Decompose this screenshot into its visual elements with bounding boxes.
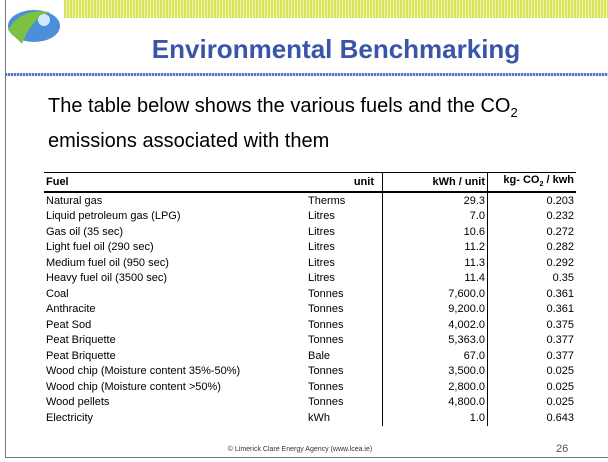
table-cell: 4,002.0	[382, 317, 488, 333]
table-cell: Wood chip (Moisture content 35%-50%)	[46, 365, 241, 378]
logo-leaf	[8, 11, 50, 45]
table-cell: Tonnes	[308, 396, 344, 409]
table-cell: 7,600.0	[382, 286, 488, 302]
page-number: 26	[556, 443, 569, 455]
header-sub: 2	[539, 180, 544, 189]
table-cell: kWh	[308, 411, 330, 424]
table-cell: 2,800.0	[382, 379, 488, 395]
table-cell: 0.361	[487, 301, 576, 318]
table-cell: Tonnes	[308, 334, 344, 347]
table-cell: Litres	[308, 241, 335, 254]
table-cell: Coal	[46, 287, 69, 300]
table-cell: Medium fuel oil (950 sec)	[46, 256, 169, 269]
title-rule	[5, 73, 608, 76]
header-band	[64, 0, 608, 18]
table-cell: Gas oil (35 sec)	[46, 225, 124, 238]
table-cell: 10.6	[382, 224, 488, 240]
table-cell: 4,800.0	[382, 394, 488, 411]
table-cell: Anthracite	[46, 303, 96, 316]
table-cell: Tonnes	[308, 287, 344, 300]
table-cell: Litres	[308, 210, 335, 223]
table-cell: Tonnes	[308, 365, 344, 378]
table-row: Peat Briquette Tonnes 5,363.0 0.377	[44, 332, 576, 349]
table-cell: 0.272	[487, 224, 576, 240]
table-cell: 11.3	[382, 255, 488, 271]
table-cell: Heavy fuel oil (3500 sec)	[46, 272, 168, 285]
title: Environmental Benchmarking	[151, 34, 521, 64]
table-row: Peat Sod Tonnes 4,002.0 0.375	[44, 317, 576, 333]
table-row: Peat Briquette Bale 67.0 0.377	[44, 348, 576, 364]
table-cell: 0.377	[487, 332, 576, 349]
table-cell: 11.4	[382, 270, 488, 287]
intro-sub: 2	[510, 105, 518, 120]
table-cell: Bale	[308, 349, 331, 362]
column-header: Fuel	[44, 172, 300, 194]
table-cell: 0.35	[487, 270, 576, 287]
logo	[8, 10, 60, 45]
table-cell: 0.025	[487, 363, 576, 380]
frame	[5, 0, 6, 458]
table-cell: 0.282	[487, 239, 576, 256]
table-row: Light fuel oil (290 sec) Litres 11.2 0.282	[44, 239, 576, 256]
table-row: Heavy fuel oil (3500 sec) Litres 11.4 0.35	[44, 270, 576, 287]
table-cell: Wood pellets	[46, 396, 110, 409]
table-row: Coal Tonnes 7,600.0 0.361	[44, 286, 576, 302]
table-row: Wood pellets Tonnes 4,800.0 0.025	[44, 394, 576, 411]
table-cell: 0.025	[487, 379, 576, 395]
table-cell: Peat Sod	[46, 318, 92, 331]
table-cell: Light fuel oil (290 sec)	[46, 241, 154, 254]
table-cell: Therms	[308, 194, 346, 207]
footer-credit: © Limerick Clare Energy Agency (www.lcea…	[227, 446, 373, 453]
table-cell: Wood chip (Moisture content >50%)	[46, 380, 221, 393]
table-cell: 0.232	[487, 208, 576, 225]
table-cell: Peat Briquette	[46, 334, 116, 347]
table-row: Gas oil (35 sec) Litres 10.6 0.272	[44, 224, 576, 240]
table-cell: Litres	[308, 256, 335, 269]
frame	[5, 457, 608, 458]
table-cell: Electricity	[46, 411, 94, 424]
table-row: Liquid petroleum gas (LPG) Litres 7.0 0.232	[44, 208, 576, 225]
logo-dot	[38, 14, 50, 26]
table-cell: Natural gas	[46, 194, 103, 207]
table-cell: Tonnes	[308, 318, 344, 331]
table-cell: Litres	[308, 272, 335, 285]
table-cell: 0.361	[487, 286, 576, 302]
table-cell: Tonnes	[308, 380, 344, 393]
table-row: Anthracite Tonnes 9,200.0 0.361	[44, 301, 576, 318]
table-cell: 5,363.0	[382, 332, 488, 349]
table-cell: 0.292	[487, 255, 576, 271]
header-text: / kwh	[543, 174, 574, 186]
table-row: Medium fuel oil (950 sec) Litres 11.3 0.292	[44, 255, 576, 271]
intro-text: The table below shows the various fuels …	[48, 95, 511, 117]
table-cell: 29.3	[382, 192, 488, 209]
table-cell: Peat Briquette	[46, 349, 116, 362]
table-cell: Litres	[308, 225, 335, 238]
column-header: unit	[300, 172, 383, 194]
intro: The table below shows the various fuels …	[48, 92, 588, 156]
table-cell: 11.2	[382, 239, 488, 256]
table-cell: 67.0	[382, 348, 488, 364]
table-cell: 1.0	[382, 410, 488, 426]
header-text: kg- CO	[503, 174, 540, 186]
column-header: kWh / unit	[382, 172, 488, 194]
table-row: Wood chip (Moisture content >50%) Tonnes 2…	[44, 379, 576, 395]
table-cell: 0.203	[487, 192, 576, 209]
table-row: Natural gas Therms 29.3 0.203	[44, 192, 576, 209]
fuel-table: Fuel unit kWh / unit kg- CO2 / kwh Natural g…	[44, 172, 576, 426]
table-row: Electricity kWh 1.0 0.643	[44, 410, 576, 426]
table-cell: Tonnes	[308, 303, 344, 316]
table-cell: 9,200.0	[382, 301, 488, 318]
table-cell: 0.643	[487, 410, 576, 426]
intro-text: emissions associated with them	[48, 130, 330, 152]
table-cell: 3,500.0	[382, 363, 488, 380]
table-cell: 7.0	[382, 208, 488, 225]
table-cell: Liquid petroleum gas (LPG)	[46, 210, 181, 223]
header-row: Fuel unit kWh / unit kg- CO2 / kwh	[44, 172, 576, 194]
table-cell: 0.025	[487, 394, 576, 411]
table-cell: 0.377	[487, 348, 576, 364]
table-row: Wood chip (Moisture content 35%-50%) Tonn…	[44, 363, 576, 380]
column-header: kg- CO2 / kwh	[487, 172, 576, 194]
table-cell: 0.375	[487, 317, 576, 333]
